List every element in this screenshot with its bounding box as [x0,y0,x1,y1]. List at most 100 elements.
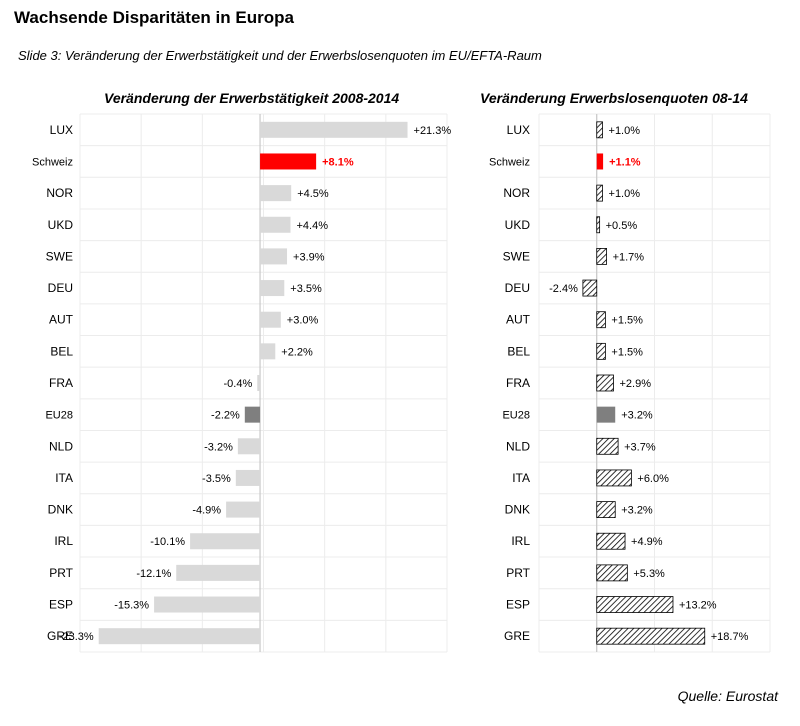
right-category-label: FRA [506,376,530,390]
left-bar-nor [260,185,292,202]
left-value-label: -0.4% [224,378,253,390]
left-category-label: PRT [49,566,73,580]
right-bar-ita [596,469,632,487]
left-bar-swe [260,248,288,265]
left-value-label: +4.5% [297,188,329,200]
left-bar-eu28 [244,406,261,423]
left-bar-bel [260,343,276,360]
right-value-label: +1.0% [609,125,641,137]
left-category-label: FRA [49,376,73,390]
right-value-label: +2.9% [619,378,651,390]
right-value-label: -2.4% [549,283,578,295]
right-value-label: +13.2% [679,600,717,612]
left-category-label: ITA [55,471,73,485]
right-category-label: NLD [506,439,530,453]
right-category-label: ESP [506,598,530,612]
right-value-label: +18.7% [711,631,749,643]
left-value-label: -3.5% [202,473,231,485]
right-category-label: PRT [506,566,530,580]
left-bar-irl [190,533,261,550]
right-category-label: LUX [507,123,530,137]
right-value-label: +1.1% [609,156,641,168]
left-value-label: +2.2% [281,346,313,358]
right-bar-swe [596,248,607,265]
left-bar-ita [235,469,261,486]
right-bar-aut [596,311,606,329]
left-bar-gre [98,628,261,645]
left-category-label: GRE [47,629,73,643]
right-bar-nld [596,437,619,455]
left-category-label: Schweiz [32,156,73,168]
subtitle: Slide 3: Veränderung der Erwerbstätigkei… [18,48,542,63]
main-title: Wachsende Disparitäten in Europa [14,8,294,27]
left-value-label: +8.1% [322,156,354,168]
left-chart-title: Veränderung der Erwerbstätigkeit 2008-20… [104,90,400,106]
left-value-label: +21.3% [414,125,452,137]
left-value-label: -3.2% [204,441,233,453]
left-value-label: -10.1% [150,536,185,548]
right-category-label: AUT [506,313,531,327]
right-category-label: EU28 [502,410,530,422]
left-value-label: -15.3% [114,600,149,612]
right-chart-title: Veränderung Erwerbslosenquoten 08-14 [480,90,748,106]
left-category-label: DEU [48,281,73,295]
left-bar-nld [237,438,261,455]
left-category-label: LUX [50,123,73,137]
right-bar-bel [596,342,606,360]
left-value-label: -23.3% [59,631,94,643]
left-bar-deu [260,280,285,297]
left-bar-ukd [260,216,291,233]
right-value-label: +1.5% [611,315,643,327]
left-value-label: +3.9% [293,251,325,263]
right-category-label: SWE [503,249,530,263]
right-bar-eu28 [596,406,616,423]
left-category-label: SWE [46,249,73,263]
right-value-label: +3.2% [621,505,653,517]
right-bar-nor [596,184,603,202]
right-category-label: Schweiz [489,156,530,168]
right-value-label: +3.7% [624,441,656,453]
right-category-label: BEL [507,344,530,358]
right-bar-lux [596,121,603,139]
right-value-label: +1.5% [611,346,643,358]
right-category-label: IRL [511,534,530,548]
left-value-label: -4.9% [192,505,221,517]
right-value-label: +1.7% [613,251,645,263]
right-value-label: +6.0% [637,473,669,485]
left-value-label: -2.2% [211,410,240,422]
right-category-label: DEU [505,281,530,295]
right-bar-deu [582,279,598,297]
left-category-label: AUT [49,313,74,327]
right-category-label: ITA [512,471,530,485]
right-bar-gre [596,627,706,645]
left-category-label: BEL [50,344,73,358]
right-category-label: DNK [505,503,530,517]
left-bar-schweiz [260,153,317,170]
left-category-label: ESP [49,598,73,612]
right-category-label: GRE [504,629,530,643]
source-note: Quelle: Eurostat [677,688,778,704]
right-category-label: NOR [503,186,530,200]
left-bar-dnk [226,501,261,518]
left-bar-esp [154,596,261,613]
right-value-label: +3.2% [621,410,653,422]
left-category-label: NLD [49,439,73,453]
left-category-label: EU28 [45,410,73,422]
right-bar-irl [596,532,626,550]
right-value-label: +1.0% [609,188,641,200]
right-value-label: +5.3% [633,568,665,580]
right-bar-schweiz [596,153,604,170]
right-bar-fra [596,374,614,392]
left-category-label: DNK [48,503,73,517]
right-bar-ukd [596,216,601,234]
right-bar-esp [596,596,674,613]
left-category-label: NOR [46,186,73,200]
right-value-label: +0.5% [606,220,638,232]
left-bar-aut [260,311,281,328]
left-bar-fra [257,375,261,391]
left-bar-lux [260,121,408,138]
left-category-label: UKD [48,218,74,232]
right-bar-prt [596,564,628,582]
right-value-label: +4.9% [631,536,663,548]
